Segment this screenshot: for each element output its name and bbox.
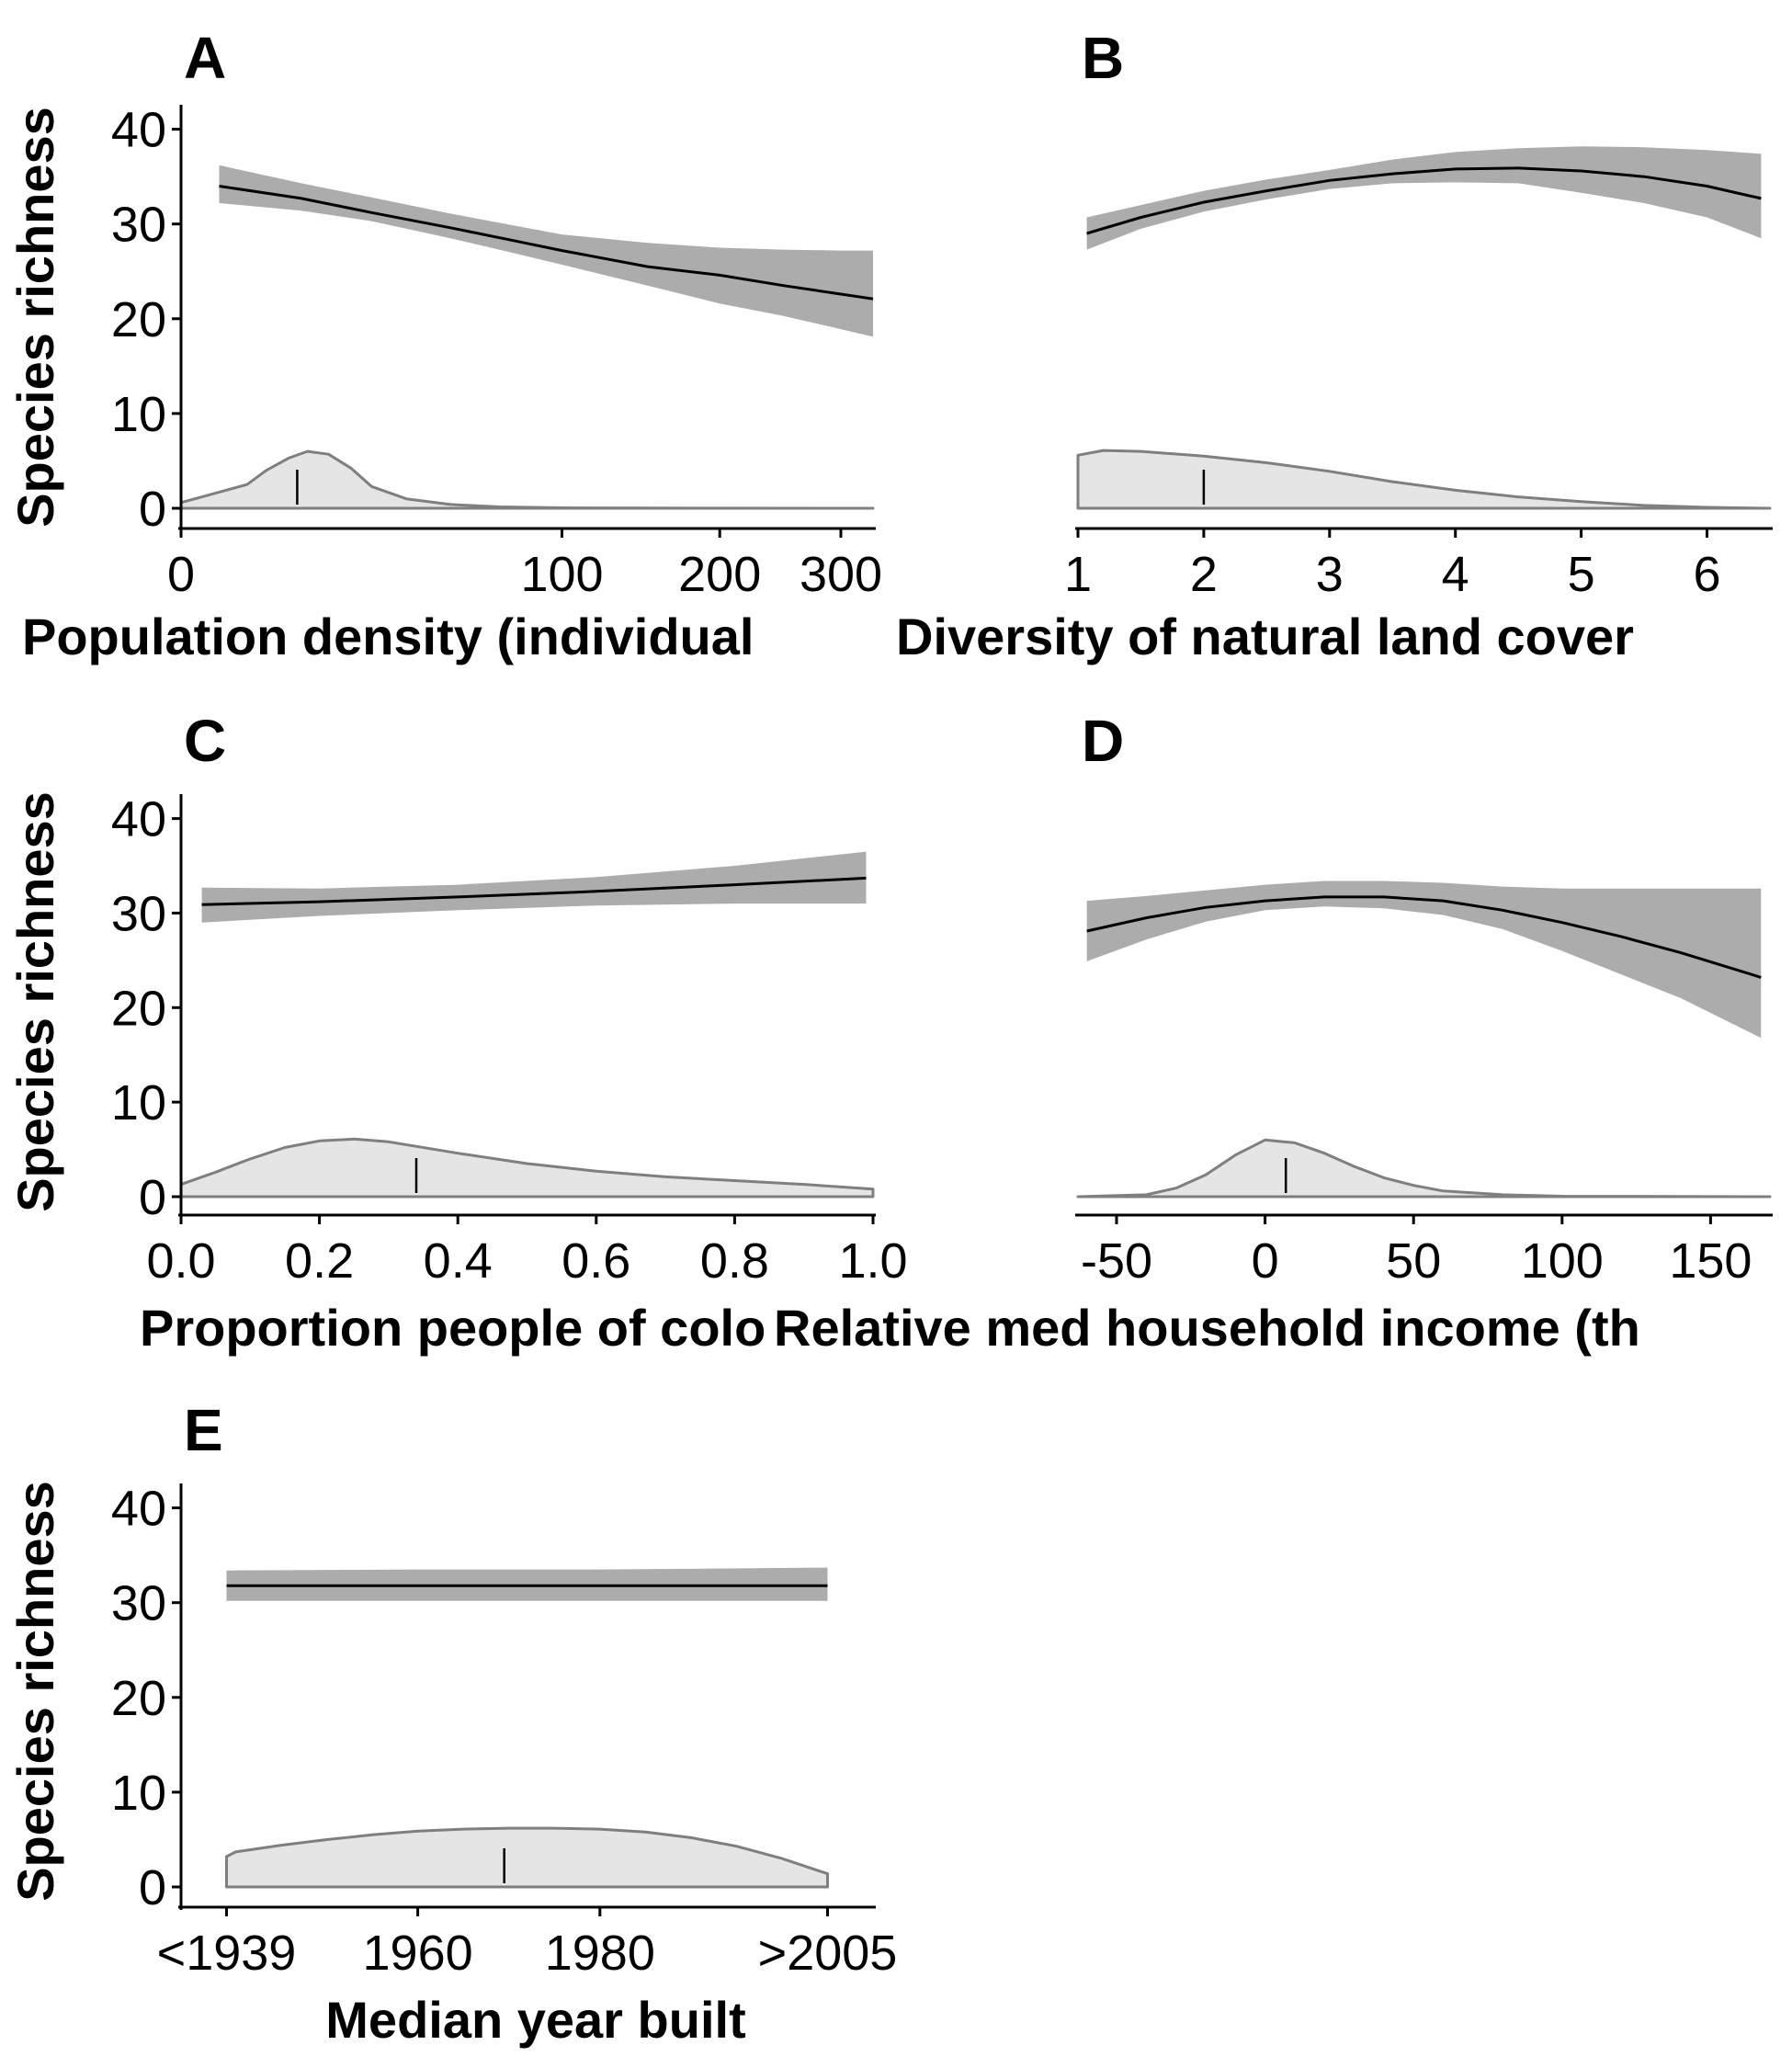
- panel-c: 0.0 0.2 0.4 0.6 0.8 1.0 0 10 20 30 40 Species richn…: [6, 708, 908, 1357]
- x-tick-label: 0: [1252, 1233, 1279, 1289]
- fitted-line: [1086, 895, 1762, 979]
- panel-letter: A: [184, 25, 226, 91]
- y-tick-label: 40: [111, 1482, 166, 1537]
- x-axis-title: Population density (individual: [22, 608, 754, 665]
- x-tick-label: 2: [1190, 547, 1218, 602]
- confidence-band: [1086, 146, 1762, 250]
- x-tick-label: 300: [800, 547, 882, 602]
- x-tick-label: 0.8: [700, 1233, 769, 1289]
- y-tick-label: 20: [111, 1671, 166, 1726]
- x-tick-label: <1939: [157, 1926, 297, 1981]
- y-axis-title: Species richness: [6, 1481, 64, 1902]
- confidence-band: [201, 851, 867, 923]
- confidence-band: [226, 1567, 828, 1601]
- y-tick-label: 0: [139, 482, 166, 537]
- x-tick-label: 1: [1064, 547, 1092, 602]
- y-axis-title: Species richness: [6, 791, 64, 1212]
- x-tick-label: >2005: [758, 1926, 898, 1981]
- panel-letter: B: [1082, 25, 1124, 91]
- x-axis-title: Median year built: [325, 1991, 745, 2049]
- x-tick-label: 1960: [363, 1926, 473, 1981]
- panel-letter: C: [184, 708, 226, 774]
- density-curve: [179, 1137, 875, 1199]
- panel-a: 0 100 200 300 0 10 20 30 40 Species richness A Popu…: [6, 25, 882, 665]
- x-tick-label: 0.2: [285, 1233, 354, 1289]
- x-tick-label: 1980: [545, 1926, 655, 1981]
- x-tick-label: 0.0: [146, 1233, 215, 1289]
- confidence-band: [219, 165, 873, 337]
- panel-e: <1939 1960 1980 >2005 0 10 20 30 40 Species richn…: [6, 1397, 897, 2049]
- density-curve: [1076, 1138, 1772, 1199]
- y-tick-label: 30: [111, 1576, 166, 1631]
- fitted-line: [219, 185, 874, 301]
- y-tick-label: 0: [139, 1860, 166, 1915]
- density-curve: [225, 1826, 829, 1889]
- panel-b: 1 2 3 4 5 6 B Diversity of natural land cover: [896, 25, 1773, 665]
- confidence-band: [1086, 881, 1762, 1039]
- y-tick-label: 30: [111, 886, 166, 941]
- panel-letter: D: [1082, 708, 1124, 774]
- x-tick-label: 3: [1316, 547, 1344, 602]
- x-tick-label: 0: [167, 547, 195, 602]
- x-tick-label: -50: [1081, 1233, 1152, 1289]
- y-tick-label: 10: [111, 1075, 166, 1131]
- y-tick-label: 20: [111, 981, 166, 1036]
- x-tick-label: 100: [1521, 1233, 1604, 1289]
- x-tick-label: 5: [1568, 547, 1595, 602]
- x-tick-label: 50: [1386, 1233, 1441, 1289]
- x-axis-title: Proportion people of colo: [140, 1299, 766, 1357]
- x-axis-title: Diversity of natural land cover: [896, 608, 1634, 665]
- x-axis-title: Relative med household income (th: [774, 1299, 1640, 1357]
- y-axis-title: Species richness: [6, 107, 64, 528]
- y-tick-label: 30: [111, 198, 166, 253]
- fitted-line: [201, 876, 867, 906]
- y-tick-label: 40: [111, 103, 166, 158]
- y-tick-label: 10: [111, 387, 166, 442]
- x-tick-label: 0.6: [561, 1233, 630, 1289]
- panel-d: -50 0 50 100 150 D Relative med household inco…: [774, 708, 1773, 1357]
- x-tick-label: 0.4: [424, 1233, 493, 1289]
- x-tick-label: 150: [1669, 1233, 1752, 1289]
- x-tick-label: 100: [520, 547, 603, 602]
- y-tick-label: 10: [111, 1766, 166, 1821]
- x-tick-label: 200: [678, 547, 761, 602]
- panel-letter: E: [184, 1397, 223, 1463]
- y-tick-label: 40: [111, 792, 166, 847]
- x-tick-label: 6: [1693, 547, 1720, 602]
- density-curve: [179, 449, 875, 510]
- x-tick-label: 1.0: [838, 1233, 907, 1289]
- y-tick-label: 0: [139, 1170, 166, 1225]
- fitted-line: [1086, 166, 1762, 235]
- x-tick-label: 4: [1442, 547, 1469, 602]
- y-tick-label: 20: [111, 292, 166, 347]
- density-curve: [1076, 449, 1772, 510]
